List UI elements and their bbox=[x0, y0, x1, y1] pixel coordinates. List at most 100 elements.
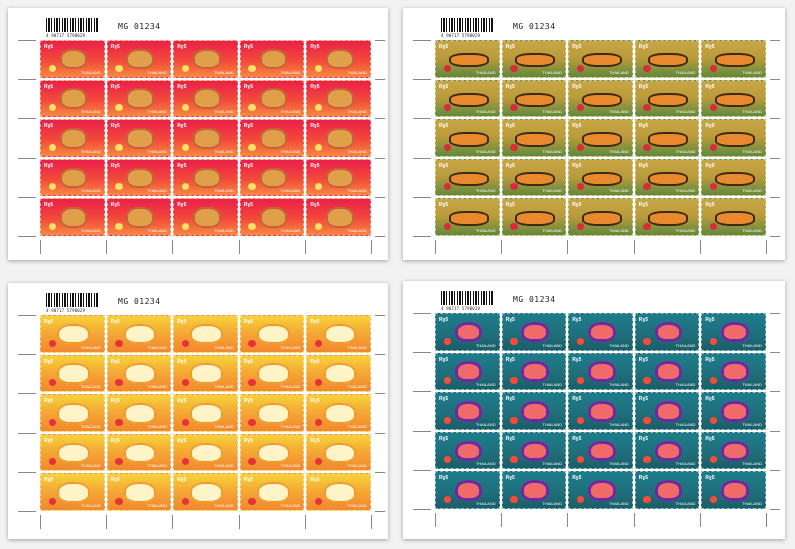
stamp-denomination: Rɣ5 bbox=[505, 317, 515, 323]
control-number: MG 01234 bbox=[118, 297, 161, 306]
stamp: Rɣ5 THAILAND bbox=[568, 79, 633, 118]
flower-icon bbox=[510, 377, 518, 385]
stamp-denomination: Rɣ5 bbox=[110, 44, 120, 50]
flower-icon bbox=[443, 64, 451, 72]
flower-icon bbox=[314, 339, 323, 347]
stamp: Rɣ5 THAILAND bbox=[701, 79, 766, 118]
stamp-denomination: Rɣ5 bbox=[177, 319, 187, 325]
tiger-artwork-icon bbox=[123, 323, 157, 345]
stamp-denomination: Rɣ5 bbox=[310, 477, 320, 484]
stamp-country: THAILAND bbox=[214, 384, 234, 390]
tiger-artwork-icon bbox=[721, 361, 749, 383]
stamp-country: THAILAND bbox=[609, 421, 629, 427]
perforation-mark bbox=[770, 236, 780, 237]
stamp-country: THAILAND bbox=[542, 461, 563, 467]
flower-icon bbox=[115, 104, 123, 112]
tiger-artwork-icon bbox=[521, 321, 549, 343]
stamp-country: THAILAND bbox=[280, 188, 301, 194]
stamp-denomination: Rɣ5 bbox=[572, 435, 582, 442]
perforation-mark bbox=[770, 79, 780, 81]
tiger-artwork-icon bbox=[454, 480, 483, 501]
perforation-mark bbox=[18, 196, 36, 198]
stamp-denomination: Rɣ5 bbox=[110, 162, 120, 169]
stamp: Rɣ5 THAILAND bbox=[40, 158, 105, 197]
stamp-denomination: Rɣ5 bbox=[705, 396, 715, 403]
stamp-country: THAILAND bbox=[542, 342, 563, 348]
stamp-country: THAILAND bbox=[80, 109, 101, 115]
stamp-country: THAILAND bbox=[214, 69, 234, 75]
stamp-country: THAILAND bbox=[147, 423, 168, 429]
stamp-denomination: Rɣ5 bbox=[44, 437, 54, 444]
flower-icon bbox=[314, 183, 323, 191]
flower-icon bbox=[181, 64, 190, 72]
stamp-denomination: Rɣ5 bbox=[110, 437, 120, 444]
tiger-artwork-icon bbox=[192, 128, 221, 149]
flower-icon bbox=[643, 377, 651, 385]
stamp: Rɣ5 THAILAND bbox=[501, 79, 567, 118]
tiger-artwork-icon bbox=[57, 323, 90, 345]
stamp-country: THAILAND bbox=[80, 188, 101, 194]
barcode-digits: 4 90717 5790029 bbox=[46, 308, 86, 313]
tiger-artwork-icon bbox=[714, 171, 755, 187]
tiger-artwork-icon bbox=[190, 323, 223, 345]
stamp-denomination: Rɣ5 bbox=[439, 83, 449, 90]
tiger-artwork-icon bbox=[581, 132, 622, 147]
flower-icon bbox=[443, 456, 451, 464]
tiger-artwork-icon bbox=[654, 440, 683, 462]
flower-icon bbox=[115, 339, 123, 347]
stamp: Rɣ5 THAILAND bbox=[173, 40, 238, 78]
flower-icon bbox=[643, 337, 651, 345]
flower-icon bbox=[314, 143, 323, 151]
barcode-digits: 4 90717 5790029 bbox=[441, 306, 481, 311]
stamp: Rɣ5 THAILAND bbox=[106, 394, 172, 432]
flower-icon bbox=[709, 143, 718, 151]
flower-icon bbox=[48, 222, 56, 231]
tiger-artwork-icon bbox=[587, 361, 616, 383]
stamp: Rɣ5 THAILAND bbox=[40, 394, 105, 432]
stamp-denomination: Rɣ5 bbox=[44, 83, 54, 90]
stamp-country: THAILAND bbox=[609, 188, 629, 194]
stamp-country: THAILAND bbox=[214, 188, 234, 194]
stamp-country: THAILAND bbox=[280, 148, 301, 154]
stamp-denomination: Rɣ5 bbox=[177, 398, 187, 405]
stamp-country: THAILAND bbox=[742, 500, 762, 506]
perforation-mark bbox=[770, 391, 780, 393]
perforation-mark bbox=[770, 469, 780, 471]
flower-icon bbox=[48, 339, 56, 347]
stamp: Rɣ5 THAILAND bbox=[501, 158, 567, 197]
stamp: Rɣ5 THAILAND bbox=[239, 473, 305, 511]
barcode bbox=[46, 293, 98, 307]
tiger-artwork-icon bbox=[521, 440, 549, 462]
stamp: Rɣ5 THAILAND bbox=[501, 431, 567, 470]
flower-icon bbox=[248, 222, 256, 231]
stamp-denomination: Rɣ5 bbox=[110, 477, 120, 484]
perforation-mark bbox=[375, 315, 385, 316]
stamp-country: THAILAND bbox=[475, 421, 496, 427]
stamp-country: THAILAND bbox=[475, 188, 496, 194]
flower-icon bbox=[709, 456, 718, 464]
flower-icon bbox=[48, 458, 56, 466]
tiger-artwork-icon bbox=[721, 480, 749, 501]
stamp: Rɣ5 THAILAND bbox=[501, 471, 567, 509]
stamp-denomination: Rɣ5 bbox=[110, 398, 120, 405]
stamp: Rɣ5 THAILAND bbox=[306, 433, 371, 472]
control-number: MG 01234 bbox=[513, 295, 556, 304]
tiger-artwork-icon bbox=[454, 321, 483, 343]
stamp: Rɣ5 THAILAND bbox=[239, 394, 305, 432]
stamp: Rɣ5 THAILAND bbox=[40, 79, 105, 118]
tiger-artwork-icon bbox=[587, 480, 616, 501]
perforation-mark bbox=[18, 79, 36, 81]
stamp-denomination: Rɣ5 bbox=[243, 202, 253, 209]
stamp-denomination: Rɣ5 bbox=[310, 202, 320, 209]
stamp-country: THAILAND bbox=[675, 382, 696, 388]
flower-icon bbox=[576, 495, 585, 504]
perforation-mark bbox=[375, 236, 385, 237]
tiger-artwork-icon bbox=[126, 128, 154, 149]
stamp-denomination: Rɣ5 bbox=[638, 317, 648, 323]
tiger-artwork-icon bbox=[326, 88, 354, 110]
tiger-artwork-icon bbox=[57, 363, 90, 385]
flower-icon bbox=[576, 377, 585, 385]
stamp: Rɣ5 THAILAND bbox=[106, 198, 172, 236]
flower-icon bbox=[181, 222, 190, 231]
flower-icon bbox=[576, 456, 585, 464]
